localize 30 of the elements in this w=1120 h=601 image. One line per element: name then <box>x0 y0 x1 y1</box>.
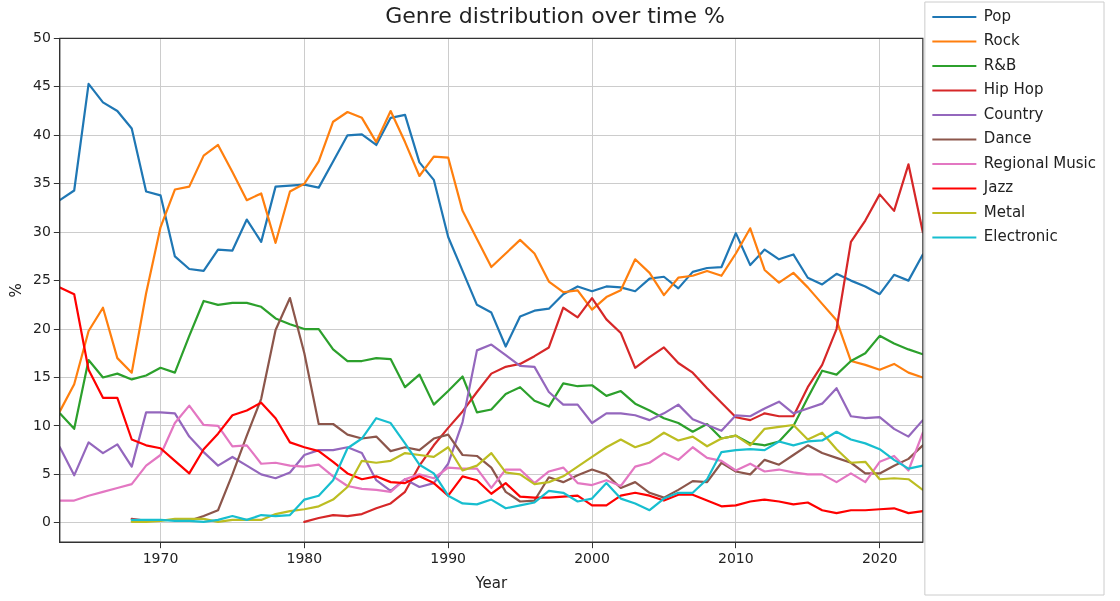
x-tick-label: 2000 <box>574 550 610 567</box>
legend-label: Hip Hop <box>983 80 1044 99</box>
x-tick-label: 2020 <box>861 550 898 567</box>
x-tick-label: 1970 <box>142 550 179 567</box>
legend-label: Pop <box>983 6 1012 25</box>
y-tick-label: 10 <box>32 416 51 433</box>
y-tick-label: 30 <box>32 222 51 239</box>
y-tick-label: 50 <box>32 29 51 46</box>
chart-title: Genre distribution over time % <box>385 2 725 28</box>
x-tick-label: 2010 <box>718 550 754 567</box>
legend-label: Rock <box>983 31 1021 50</box>
y-tick-label: 45 <box>32 77 51 94</box>
x-tick-label: 1990 <box>430 550 466 567</box>
y-tick-label: 25 <box>32 271 51 288</box>
y-tick-label: 15 <box>32 368 51 385</box>
legend-label: R&B <box>983 55 1017 74</box>
y-tick-label: 35 <box>32 174 51 191</box>
y-tick-label: 0 <box>41 513 51 530</box>
legend-label: Electronic <box>983 227 1058 246</box>
legend-label: Metal <box>983 202 1026 221</box>
legend-label: Country <box>983 104 1044 123</box>
legend-label: Regional Music <box>983 153 1096 172</box>
legend-label: Dance <box>983 129 1032 148</box>
x-axis-title: Year <box>474 573 509 592</box>
y-axis-title: % <box>6 283 25 298</box>
y-tick-label: 5 <box>41 465 51 482</box>
y-tick-label: 40 <box>32 125 51 142</box>
y-tick-label: 20 <box>32 319 51 336</box>
x-tick-label: 1980 <box>286 550 323 567</box>
legend-label: Jazz <box>982 178 1014 197</box>
